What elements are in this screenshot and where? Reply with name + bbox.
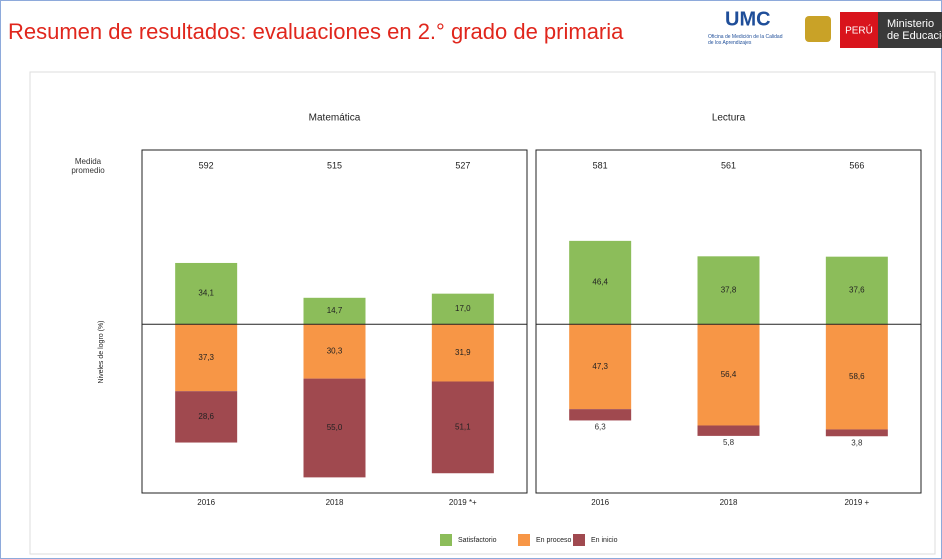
average-label: 592	[199, 160, 214, 170]
bar-segment	[569, 240, 632, 325]
data-label: 28,6	[198, 412, 214, 421]
data-label: 14,7	[327, 306, 343, 315]
average-label: 527	[455, 160, 470, 170]
data-label: 3,8	[851, 438, 863, 447]
data-label: 56,4	[721, 370, 737, 379]
ministry: de Educación	[887, 30, 942, 42]
data-label: 47,3	[592, 362, 608, 371]
bar-segment	[697, 256, 760, 325]
data-label: 34,1	[198, 289, 214, 298]
panel-title: Matemática	[309, 113, 361, 124]
bar-segment	[303, 324, 366, 379]
bar-segment	[825, 429, 888, 437]
x-tick-label: 2016	[197, 498, 215, 507]
bar-segment	[825, 256, 888, 325]
badge: PERÚ	[845, 24, 873, 37]
legend-swatch	[518, 534, 530, 546]
data-label: 30,3	[327, 347, 343, 356]
x-tick-label: 2016	[591, 498, 609, 507]
bar-segment	[303, 297, 366, 325]
bar-segment	[825, 324, 888, 430]
bar-segment	[697, 425, 760, 436]
bar-segment	[175, 324, 238, 392]
average-label: 561	[721, 160, 736, 170]
data-label: 5,8	[723, 438, 735, 447]
bar-segment	[431, 381, 494, 474]
legend-label: Satisfactorio	[458, 537, 497, 544]
data-label: 58,6	[849, 372, 865, 381]
data-label: 31,9	[455, 348, 471, 357]
data-label: 37,6	[849, 286, 865, 295]
emblem	[805, 16, 831, 42]
bar-segment	[569, 409, 632, 421]
badge-box	[840, 12, 878, 48]
data-label: 6,3	[595, 423, 607, 432]
average-label: 581	[593, 160, 608, 170]
bar-segment	[431, 293, 494, 325]
x-tick-label: 2019 *+	[449, 498, 477, 507]
bar-segment	[697, 324, 760, 426]
logo-sub: Oficina de Medición de la Calidad de los…	[708, 34, 783, 46]
x-tick-label: 2018	[720, 498, 738, 507]
bar-segment	[569, 324, 632, 410]
data-label: 51,1	[455, 422, 471, 431]
row-label: Medida promedio	[71, 157, 105, 175]
bar-segment	[431, 324, 494, 382]
legend-swatch	[573, 534, 585, 546]
panel-frame	[141, 149, 528, 494]
panel-frame	[535, 149, 922, 494]
data-label: 55,0	[327, 423, 343, 432]
data-label: 17,0	[455, 304, 471, 313]
bar-segment	[303, 378, 366, 478]
legend-label: En proceso	[536, 537, 572, 544]
data-label: 46,4	[592, 278, 608, 287]
average-label: 566	[849, 160, 864, 170]
ministry: Ministerio	[887, 18, 934, 30]
average-label: 515	[327, 160, 342, 170]
data-label: 37,8	[721, 285, 737, 294]
legend-label: En inicio	[591, 537, 618, 544]
bar-segment	[175, 262, 238, 325]
logo: UMC	[725, 8, 771, 30]
ministry-box	[878, 12, 942, 48]
bar-segment	[175, 391, 238, 443]
y-axis-label: Niveles de logro (%)	[98, 320, 105, 383]
legend-swatch	[440, 534, 452, 546]
x-tick-label: 2018	[326, 498, 344, 507]
data-label: 37,3	[198, 353, 214, 362]
panel-title: Lectura	[712, 113, 746, 124]
x-tick-label: 2019 +	[844, 498, 869, 507]
slide-title: Resumen de resultados: evaluaciones en 2…	[8, 19, 624, 44]
